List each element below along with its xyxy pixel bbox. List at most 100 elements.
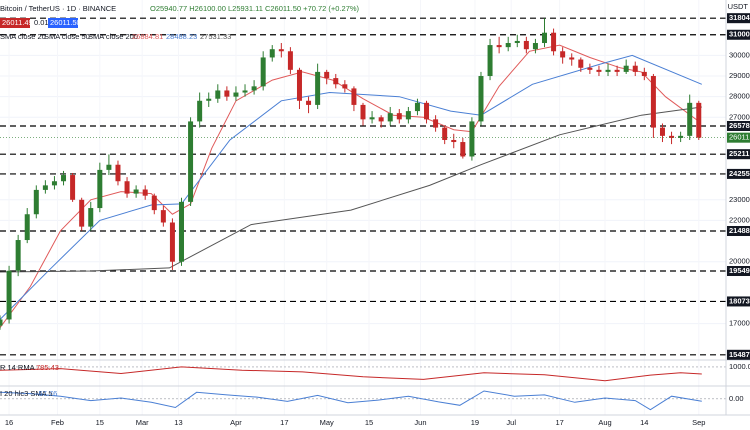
level-label-box bbox=[727, 168, 750, 179]
candle-body bbox=[0, 319, 3, 326]
x-tick-label: Mar bbox=[136, 418, 149, 427]
candle-body bbox=[396, 113, 402, 120]
candle-body bbox=[578, 59, 584, 68]
candle-body bbox=[424, 102, 430, 120]
candle-body bbox=[115, 164, 121, 182]
level-label-box bbox=[727, 29, 750, 40]
candle-body bbox=[687, 102, 693, 136]
candle-body bbox=[287, 51, 293, 70]
indicator-line bbox=[0, 366, 702, 382]
level-label: 31000.00 bbox=[729, 30, 750, 39]
candle-body bbox=[587, 67, 593, 70]
x-tick-label: 17 bbox=[555, 418, 563, 427]
y-tick-label: 30000.00 bbox=[729, 50, 750, 59]
candle-body bbox=[179, 201, 184, 262]
candle-body bbox=[569, 57, 575, 60]
x-tick-label: Sep bbox=[692, 418, 705, 427]
level-label: 19549. bbox=[729, 266, 750, 275]
level-label-box bbox=[727, 296, 750, 307]
candle-body bbox=[61, 175, 67, 182]
candle-body bbox=[269, 49, 275, 58]
x-tick-label: Jun bbox=[414, 418, 426, 427]
candle-body bbox=[596, 69, 602, 72]
bid-box bbox=[0, 18, 30, 28]
level-label: 24255. bbox=[729, 169, 750, 178]
candle-body bbox=[514, 40, 520, 44]
candle-body bbox=[532, 43, 538, 50]
level-label: 21488. bbox=[729, 226, 750, 235]
candle-body bbox=[632, 65, 638, 72]
candle-body bbox=[360, 104, 366, 120]
candle-body bbox=[496, 45, 502, 48]
candle-body bbox=[460, 142, 466, 157]
candle-body bbox=[523, 40, 529, 50]
candle-body bbox=[97, 169, 103, 209]
level-label: 15487. bbox=[729, 350, 750, 359]
legend-value: 27531.33 bbox=[200, 32, 231, 41]
candle-body bbox=[70, 175, 76, 200]
candle-body bbox=[433, 119, 439, 128]
candle-body bbox=[133, 189, 139, 194]
candle-body bbox=[206, 98, 212, 101]
level-label-box bbox=[727, 13, 750, 24]
candle-body bbox=[42, 185, 48, 190]
candle-body bbox=[324, 71, 330, 79]
candle-body bbox=[124, 181, 130, 194]
x-tick-label: 14 bbox=[640, 418, 648, 427]
candle-body bbox=[233, 92, 239, 97]
candle-body bbox=[478, 76, 484, 122]
candle-body bbox=[369, 117, 375, 120]
candle-body bbox=[414, 102, 420, 112]
candle-body bbox=[188, 121, 194, 202]
x-tick-label: 13 bbox=[174, 418, 182, 427]
sma-line bbox=[0, 54, 702, 320]
candle-body bbox=[160, 210, 166, 223]
candle-body bbox=[333, 78, 339, 85]
x-tick-label: 16 bbox=[5, 418, 13, 427]
candle-body bbox=[469, 121, 475, 157]
indicator-tick-label: 0.00 bbox=[729, 394, 744, 403]
candle-body bbox=[560, 51, 566, 58]
currency: USDT bbox=[728, 2, 749, 11]
legend-value: 28488.23 bbox=[166, 32, 197, 41]
y-tick-label: 22000.00 bbox=[729, 215, 750, 224]
candle-body bbox=[251, 86, 257, 91]
candle-body bbox=[224, 90, 230, 97]
level-label-box bbox=[727, 266, 750, 277]
candle-body bbox=[405, 111, 411, 120]
current-price-box bbox=[727, 132, 750, 143]
x-tick-label: 19 bbox=[471, 418, 479, 427]
x-tick-label: May bbox=[320, 418, 334, 427]
indicator-name: I 20 hlc3 SMA 5 bbox=[0, 389, 53, 398]
legend-name: SMA close 20 bbox=[0, 32, 46, 41]
candle-body bbox=[442, 127, 448, 140]
candle-body bbox=[88, 208, 94, 227]
candle-body bbox=[197, 100, 203, 122]
x-tick-label: Jul bbox=[506, 418, 516, 427]
candle-body bbox=[641, 71, 647, 77]
candle-body bbox=[551, 32, 557, 52]
legend-name: SMA close 50 bbox=[44, 32, 90, 41]
level-label-box bbox=[727, 225, 750, 236]
candle-body bbox=[33, 189, 39, 215]
candle-body bbox=[542, 32, 547, 44]
y-tick-label: 29000.00 bbox=[729, 71, 750, 80]
level-label: 25211. bbox=[729, 149, 750, 158]
candle-body bbox=[151, 195, 157, 211]
indicator-line bbox=[0, 390, 702, 411]
level-label: 18073. bbox=[729, 296, 750, 305]
candle-body bbox=[451, 139, 457, 143]
indicator-value: -57.76 bbox=[36, 389, 57, 398]
candle-body bbox=[650, 76, 656, 128]
y-tick-label: 27000.00 bbox=[729, 112, 750, 121]
ask-box bbox=[48, 18, 78, 28]
candle-body bbox=[378, 117, 384, 122]
x-tick-label: Aug bbox=[598, 418, 611, 427]
candle-body bbox=[387, 113, 393, 122]
candle-body bbox=[296, 69, 302, 101]
y-tick-label: 28000.00 bbox=[729, 92, 750, 101]
y-tick-label: 17000.00 bbox=[729, 319, 750, 328]
y-tick-label: 23000.00 bbox=[729, 195, 750, 204]
